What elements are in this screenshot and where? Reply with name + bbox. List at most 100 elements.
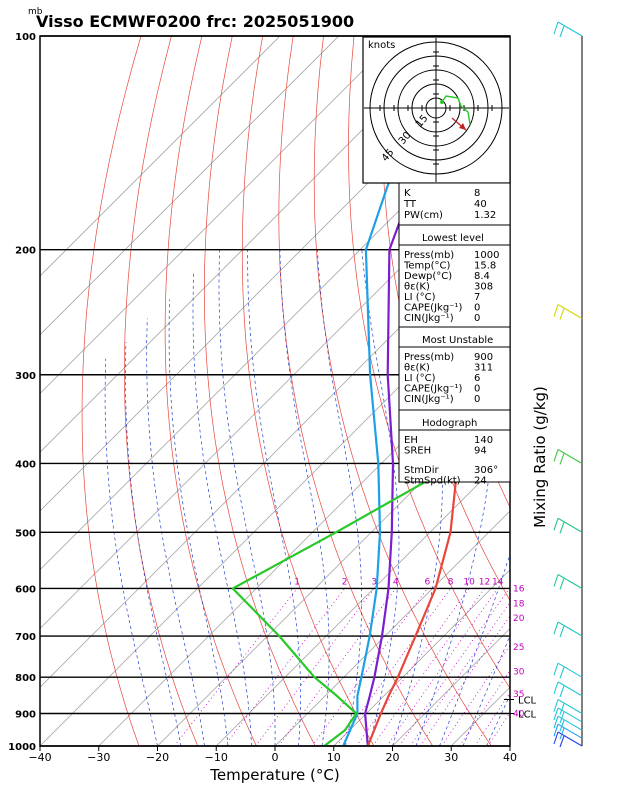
wetbulb-line xyxy=(342,36,440,746)
section-header: Hodograph xyxy=(422,418,477,429)
index-label: K xyxy=(404,188,411,199)
parcel-line xyxy=(364,36,470,746)
barb-staff xyxy=(557,304,583,320)
lcl-label: LCL xyxy=(518,695,537,706)
hodograph-start xyxy=(440,100,444,104)
x-tick-label: 10 xyxy=(327,751,341,764)
isotherm-line xyxy=(40,158,510,629)
dry-adiabat xyxy=(567,36,618,761)
mixing-ratio-label: 14 xyxy=(492,577,504,587)
barb-staff xyxy=(557,448,583,464)
barb-flag xyxy=(559,25,565,38)
barb-flag xyxy=(553,574,559,587)
mixing-ratio-label: 12 xyxy=(479,577,490,587)
index-label: PW(cm) xyxy=(404,210,443,221)
mixing-ratio-label: 20 xyxy=(513,614,525,624)
x-tick-label: 0 xyxy=(272,751,279,764)
isotherm-line xyxy=(392,628,510,746)
barb-flag xyxy=(553,663,559,676)
isotherm-line xyxy=(215,451,510,746)
moist-adiabat xyxy=(104,358,158,746)
hodograph-trace xyxy=(441,95,471,125)
barb-flag xyxy=(559,453,565,465)
x-tick-label: −30 xyxy=(87,751,110,764)
mixing-ratio-label: 4 xyxy=(393,577,399,587)
x-tick-label: −20 xyxy=(146,751,169,764)
wind-barb xyxy=(553,681,583,698)
mixing-ratio-line xyxy=(386,588,499,746)
y-tick-label: 400 xyxy=(15,459,36,470)
mixing-ratio-label: 25 xyxy=(513,643,524,653)
moist-adiabat xyxy=(279,249,330,746)
dry-adiabat xyxy=(164,36,257,746)
x-tick-label: 40 xyxy=(503,751,517,764)
barb-flag xyxy=(559,667,565,679)
mixing-ratio-label: 18 xyxy=(513,600,525,610)
right-axis-label: Mixing Ratio (g/kg) xyxy=(531,386,549,528)
index-label: CIN(Jkg⁻¹) xyxy=(404,313,454,324)
dry-adiabat xyxy=(204,36,316,746)
wind-barb xyxy=(553,517,583,534)
barb-flag xyxy=(559,522,565,534)
index-value: 0 xyxy=(474,303,480,314)
y-tick-label: 800 xyxy=(15,673,36,684)
storm-motion-arrowhead xyxy=(459,123,466,130)
y-tick-label: 1000 xyxy=(8,742,36,753)
mixing-ratio-line xyxy=(174,588,298,746)
index-label: Press(mb) xyxy=(404,352,454,363)
moist-adiabat xyxy=(462,634,510,746)
barb-flag xyxy=(553,724,559,737)
y-tick-label: 100 xyxy=(15,32,36,43)
barb-flag xyxy=(559,308,565,320)
index-label: StmDir xyxy=(404,465,439,476)
wind-barb xyxy=(553,707,583,724)
index-label: θε(K) xyxy=(404,282,430,293)
indices-frame xyxy=(398,182,511,483)
wind-barb xyxy=(553,731,583,748)
index-label: CAPE(Jkg⁻¹) xyxy=(404,303,462,314)
dry-adiabat xyxy=(124,36,199,746)
barb-flag xyxy=(559,728,565,740)
x-axis-label: Temperature (°C) xyxy=(209,766,339,784)
index-value: 0 xyxy=(474,384,480,395)
wind-barb xyxy=(553,21,583,38)
index-value: 0 xyxy=(474,313,480,324)
wind-barb xyxy=(553,662,583,679)
index-label: CIN(Jkg⁻¹) xyxy=(404,394,454,405)
index-label: Temp(°C) xyxy=(403,261,451,272)
y-tick-label: 600 xyxy=(15,584,36,595)
dry-adiabat xyxy=(348,36,510,689)
barb-flag xyxy=(553,716,559,729)
index-value: 306° xyxy=(474,465,498,476)
moist-adiabat xyxy=(509,745,510,746)
index-label: θε(K) xyxy=(404,363,430,374)
indices-table: K 8 TT 40 PW(cm) 1.32 Lowest level Press(mb) 100… xyxy=(398,182,511,487)
barb-flag xyxy=(553,621,559,635)
wind-barbs xyxy=(553,21,583,748)
moist-adiabat xyxy=(247,249,301,746)
barb-flag xyxy=(559,685,565,698)
isotherm-line xyxy=(40,36,281,277)
hodograph-units: knots xyxy=(368,40,395,51)
wind-barb xyxy=(553,621,583,638)
y-axis-ticks: 1000 900 800 700 600 500 400 300 200 100 xyxy=(8,32,36,753)
isotherm-line xyxy=(40,36,340,336)
index-label: LI (°C) xyxy=(404,373,436,384)
lcl-markers: LCL LCL xyxy=(504,695,537,721)
section-header: Lowest level xyxy=(422,233,484,244)
barb-flag xyxy=(559,719,565,732)
index-label: StmSpd(kt) xyxy=(404,476,461,487)
index-value: 900 xyxy=(474,352,493,363)
index-value: 24 xyxy=(474,476,487,487)
index-label: Press(mb) xyxy=(404,250,454,261)
isotherm-line xyxy=(333,569,510,746)
index-label: CAPE(Jkg⁻¹) xyxy=(404,384,462,395)
barb-staff xyxy=(557,699,583,714)
x-tick-label: 20 xyxy=(386,751,400,764)
isotherm-line xyxy=(40,216,510,688)
barb-flag xyxy=(559,625,565,638)
mixing-ratio-label: 16 xyxy=(513,584,525,594)
mixing-ratio-line xyxy=(311,588,428,746)
